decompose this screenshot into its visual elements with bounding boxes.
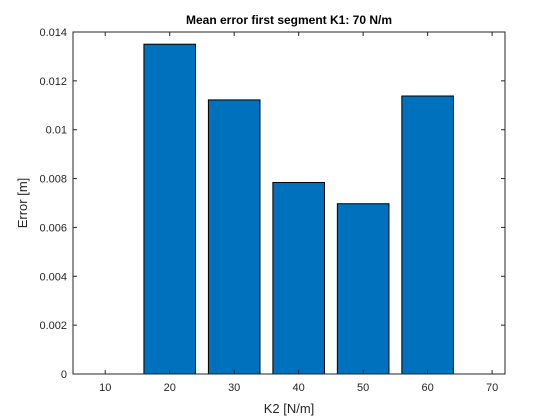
y-tick-label-5: 0.01: [46, 125, 67, 137]
bar-50: [336, 203, 390, 375]
x-axis-label: K2 [N/m]: [264, 401, 315, 416]
bar-30: [207, 99, 261, 375]
x-tick-label-50: 50: [357, 382, 369, 394]
y-tick-label-0: 0: [61, 369, 67, 381]
axes-box: [72, 31, 506, 375]
y-tick-label-7: 0.014: [39, 27, 67, 39]
x-tick-label-30: 30: [228, 382, 240, 394]
y-axis-label: Error [m]: [15, 178, 30, 229]
bar-60: [401, 95, 454, 375]
x-tick-label-10: 10: [99, 382, 111, 394]
bar-20: [143, 43, 197, 375]
x-tick-label-20: 20: [164, 382, 176, 394]
y-tick-label-1: 0.002: [39, 320, 67, 332]
bar-40: [272, 181, 325, 375]
y-tick-label-4: 0.008: [39, 174, 67, 186]
x-tick-label-70: 70: [486, 382, 498, 394]
y-tick-label-3: 0.006: [39, 222, 67, 234]
x-tick-label-40: 40: [293, 382, 305, 394]
y-tick-label-2: 0.004: [39, 271, 67, 283]
x-tick-label-60: 60: [422, 382, 434, 394]
plot-area: 10 20 30 40 50 60 70 0 0.002 0.004 0.006 0.008 0.01 0…: [39, 27, 506, 394]
y-tick-label-6: 0.012: [39, 76, 67, 88]
chart-title: Mean error first segment K1: 70 N/m: [186, 13, 392, 27]
